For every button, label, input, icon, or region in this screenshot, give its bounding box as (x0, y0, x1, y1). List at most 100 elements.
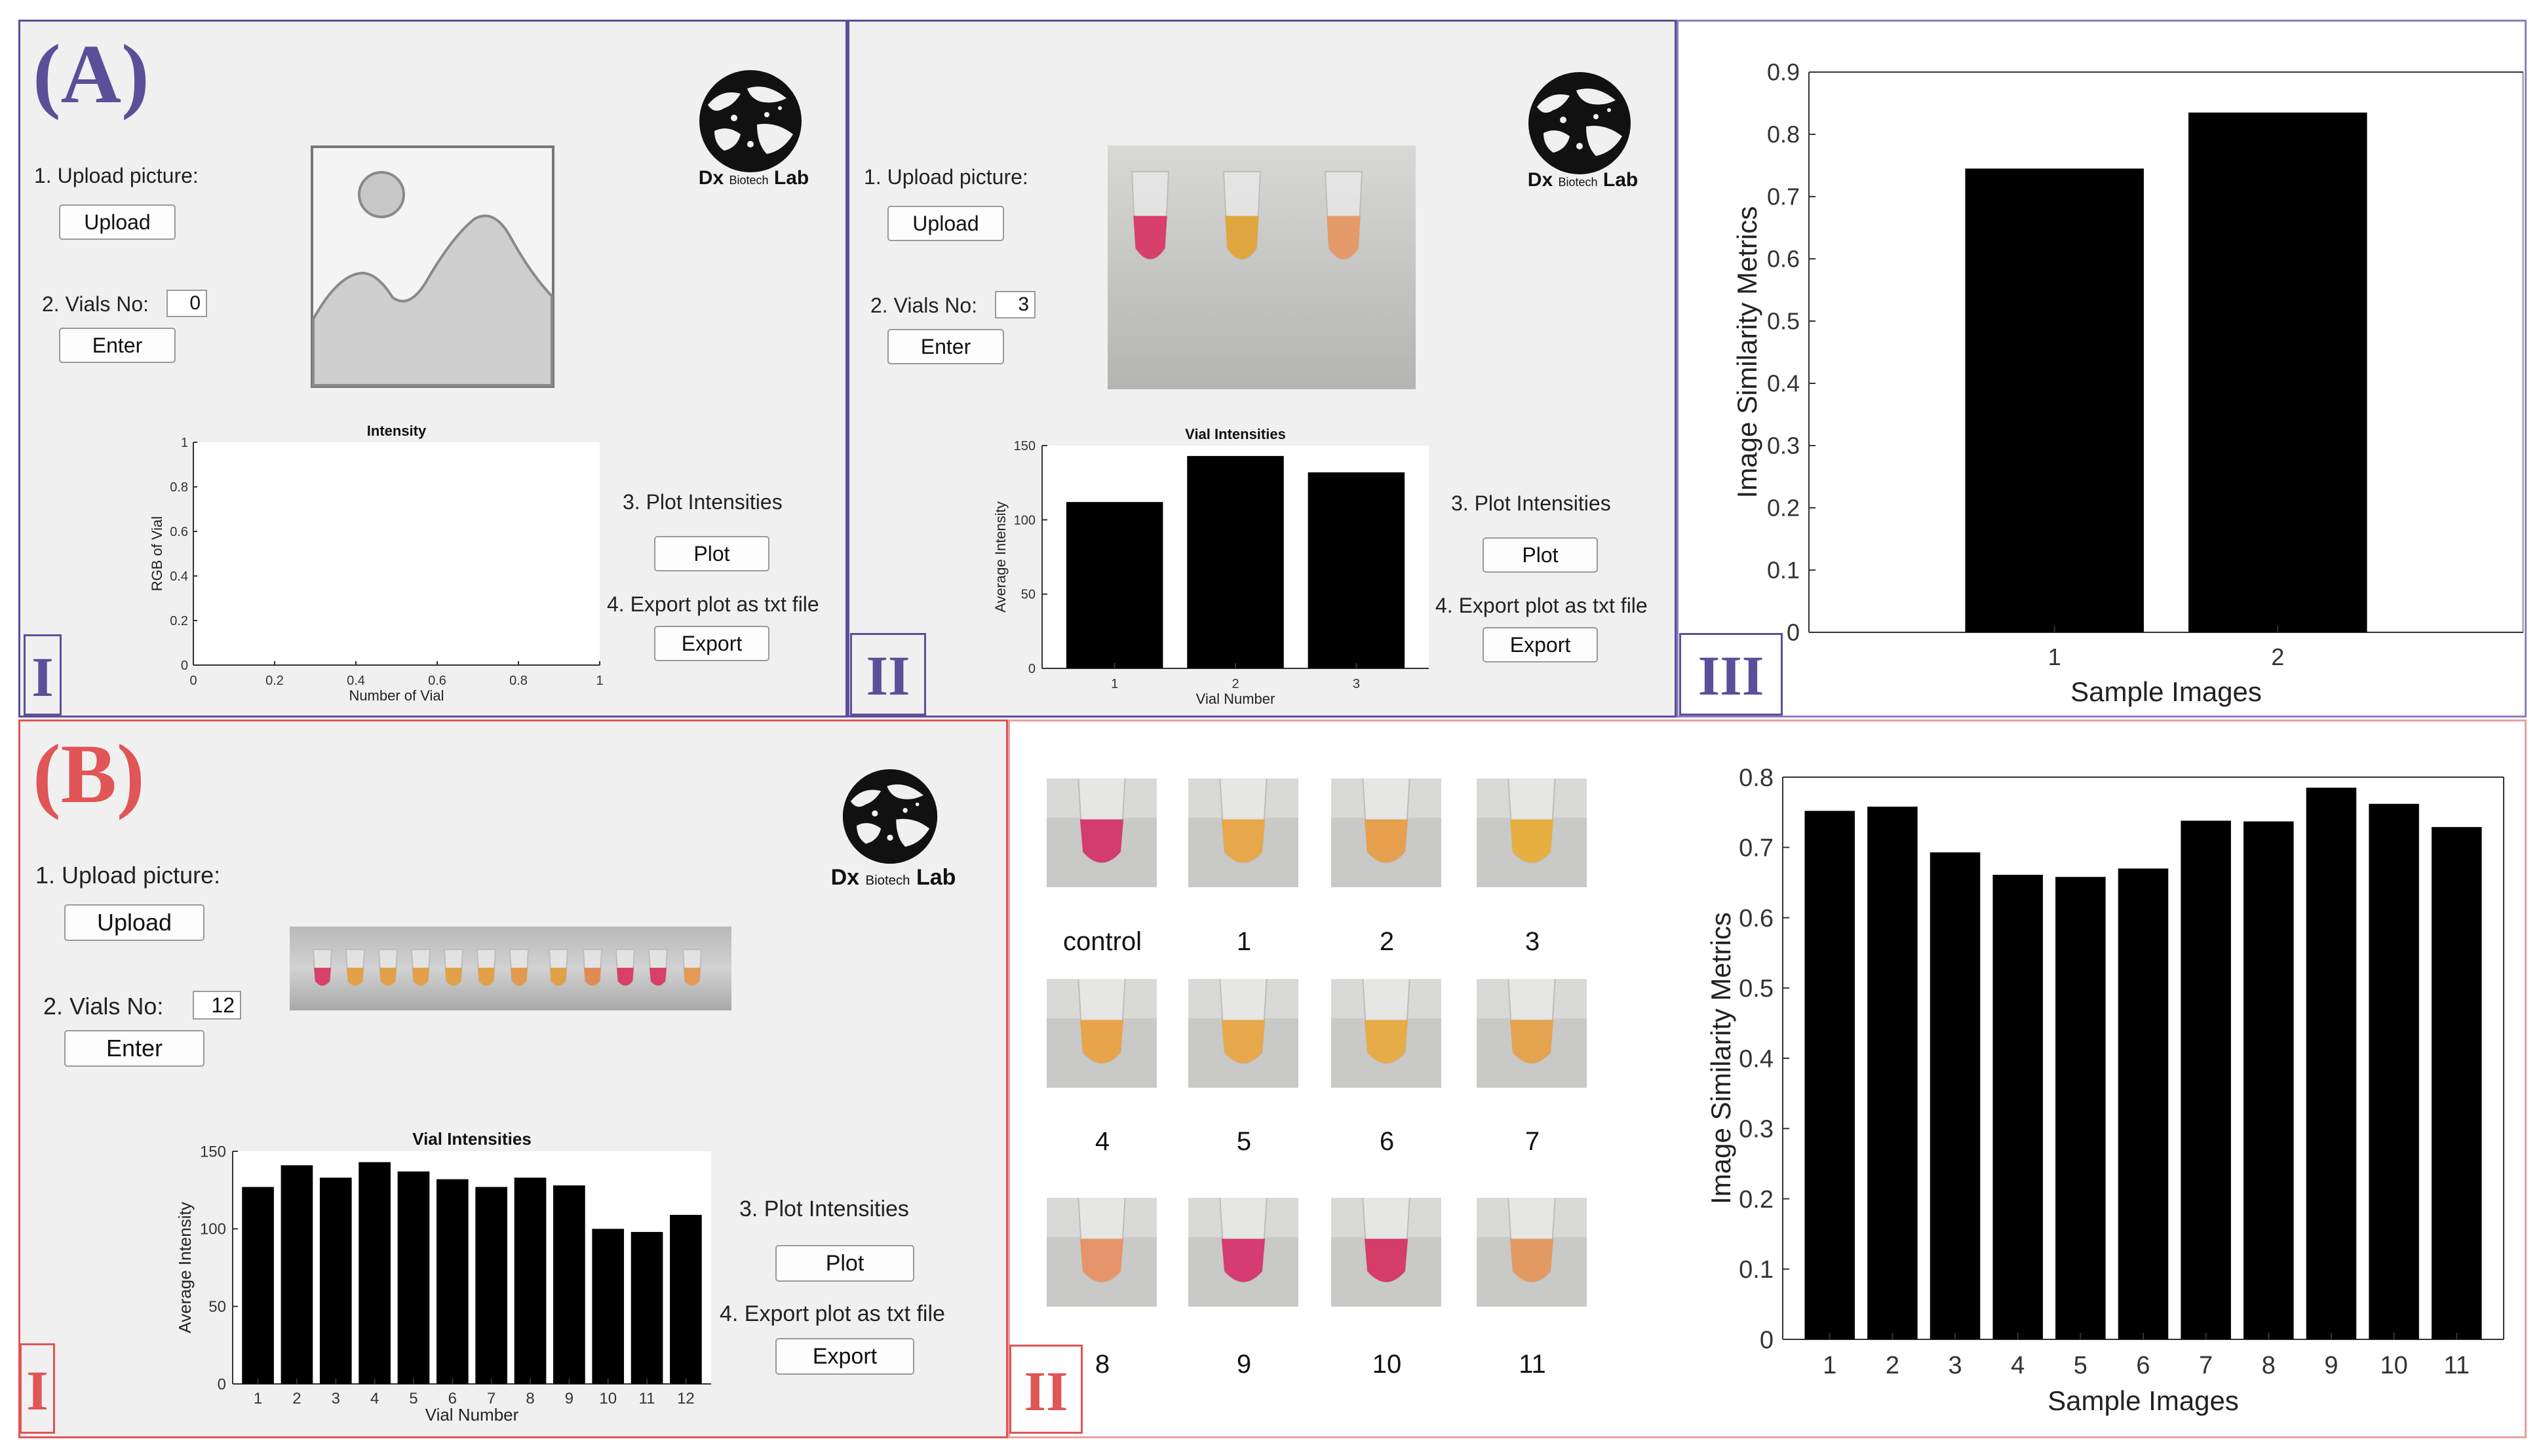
plot-button[interactable]: Plot (1483, 537, 1598, 573)
x-tick-label: 3 (1948, 1352, 1962, 1379)
vials-photo (1108, 145, 1416, 389)
y-tick-label: 150 (1014, 439, 1036, 453)
x-tick-label: 0.8 (509, 674, 528, 688)
y-tick-label: 0.4 (170, 569, 188, 584)
chart-title: Intensity (367, 423, 427, 439)
y-tick-label: 0.4 (1767, 370, 1800, 397)
y-axis-label: Image Similarity Metrics (1732, 206, 1762, 499)
tube-photo-9 (1188, 1194, 1298, 1307)
bar-8 (2243, 821, 2294, 1339)
logo-a2-text: Dx Biotech Lab (1527, 169, 1639, 191)
tube-grid: control 1 2 3 4 5 6 7 8 9 10 11 (1022, 760, 1652, 1402)
upload-button[interactable]: Upload (887, 206, 1004, 241)
image-placeholder (311, 145, 554, 388)
globe-icon (842, 769, 938, 864)
upload-button[interactable]: Upload (59, 204, 176, 240)
strip-tube-6 (476, 949, 497, 987)
tube-photo-svg (1188, 1194, 1298, 1307)
vials-input[interactable]: 0 (166, 290, 207, 317)
chart-a1: 0 0.2 0.4 0.6 0.8 1 0 0.2 0.4 0.6 0.8 1 Intensity Num… (149, 423, 604, 704)
x-tick-label: 7 (2199, 1352, 2213, 1379)
chart-title: Vial Intensities (1185, 426, 1286, 442)
strip-tube-5 (443, 949, 464, 987)
tube-photo-2 (1331, 775, 1441, 887)
plot-button[interactable]: Plot (654, 536, 769, 571)
y-tick-label: 0.3 (1739, 1116, 1774, 1143)
y-tick-label: 0.1 (1739, 1256, 1774, 1284)
enter-button[interactable]: Enter (59, 328, 176, 363)
plot-intensities-label: 3. Plot Intensities (1451, 491, 1611, 515)
tube-3 (1324, 171, 1363, 260)
bar-11 (631, 1232, 663, 1384)
strip-tube-7 (509, 949, 530, 987)
tube-label: 2 (1379, 927, 1395, 956)
x-tick-label: 2 (1232, 677, 1239, 691)
y-tick-label: 0.2 (1767, 495, 1800, 522)
y-tick-label: 0.8 (170, 480, 188, 495)
bar-6 (436, 1179, 469, 1384)
x-axis-label: Vial Number (1196, 691, 1275, 707)
y-tick-label: 100 (200, 1221, 226, 1238)
x-tick-label: 0 (189, 674, 197, 688)
tube (1218, 975, 1268, 1064)
y-axis-label: Average Intensity (992, 501, 1009, 613)
vials-input[interactable]: 12 (193, 991, 241, 1020)
export-button[interactable]: Export (775, 1338, 914, 1375)
x-tick-label: 1 (596, 674, 603, 688)
logo-a1 (695, 69, 806, 174)
bar-1 (242, 1187, 274, 1384)
x-axis-label: Sample Images (2070, 676, 2262, 707)
upload-button[interactable]: Upload (64, 904, 204, 941)
vials-strip-photo (290, 927, 731, 1010)
chart-b2: 0 0.1 0.2 0.3 0.4 0.5 0.6 0.7 0.8 1 2 3 4 5 6 7 8 9 10 11 Sa… (1705, 764, 2504, 1416)
y-tick-label: 0 (1787, 619, 1800, 646)
y-tick-label: 0 (1028, 662, 1036, 676)
bar-2 (281, 1165, 313, 1384)
plot-button[interactable]: Plot (775, 1245, 914, 1282)
tube-label: 5 (1236, 1127, 1252, 1156)
strip-tube-12 (682, 949, 703, 987)
strip-tube-9 (582, 949, 603, 987)
tube (1218, 1194, 1268, 1283)
x-axis-label: Vial Number (425, 1405, 519, 1423)
enter-button[interactable]: Enter (64, 1030, 204, 1067)
y-tick-label: 150 (200, 1143, 226, 1160)
upload-label: 1. Upload picture: (35, 862, 221, 889)
y-tick-label: 0.8 (1739, 764, 1774, 792)
y-tick-label: 0.2 (170, 614, 188, 628)
y-tick-label: 50 (1021, 588, 1036, 602)
tube (1507, 775, 1557, 864)
x-axis-label: Sample Images (2048, 1385, 2239, 1416)
tube (1077, 775, 1127, 864)
x-tick-label: 4 (370, 1390, 379, 1408)
x-tick-label: 5 (409, 1390, 417, 1408)
x-tick-label: 10 (599, 1390, 617, 1408)
x-tick-label: 11 (2444, 1352, 2470, 1379)
y-tick-label: 0 (218, 1375, 226, 1393)
vials-photo-svg (1108, 145, 1416, 389)
panel-a-1-tag: I (24, 634, 62, 716)
tube-photo-svg (1477, 1194, 1587, 1307)
tube-photo-svg (1047, 775, 1157, 887)
section-b-letter: (B) (33, 727, 145, 820)
tube-photo-11 (1477, 1194, 1587, 1307)
x-tick-label: 4 (2011, 1352, 2025, 1379)
tube-photo-5 (1188, 975, 1298, 1088)
export-button[interactable]: Export (1483, 627, 1598, 662)
bar-2 (1187, 455, 1284, 668)
enter-button[interactable]: Enter (887, 329, 1004, 364)
export-button[interactable]: Export (654, 626, 769, 661)
x-tick-label: 1 (254, 1390, 262, 1408)
x-tick-label: 9 (565, 1390, 573, 1408)
plot-area (193, 442, 600, 665)
vials-label: 2. Vials No: (42, 292, 149, 316)
bar-1 (1804, 811, 1855, 1339)
bar-6 (2118, 868, 2169, 1339)
strip-tube-8 (548, 949, 569, 987)
tube-label: 8 (1095, 1350, 1110, 1379)
vials-input[interactable]: 3 (995, 291, 1036, 318)
panel-b-2-tag: II (1009, 1345, 1083, 1434)
bar-9 (553, 1185, 585, 1384)
x-tick-label: 10 (2380, 1352, 2407, 1379)
